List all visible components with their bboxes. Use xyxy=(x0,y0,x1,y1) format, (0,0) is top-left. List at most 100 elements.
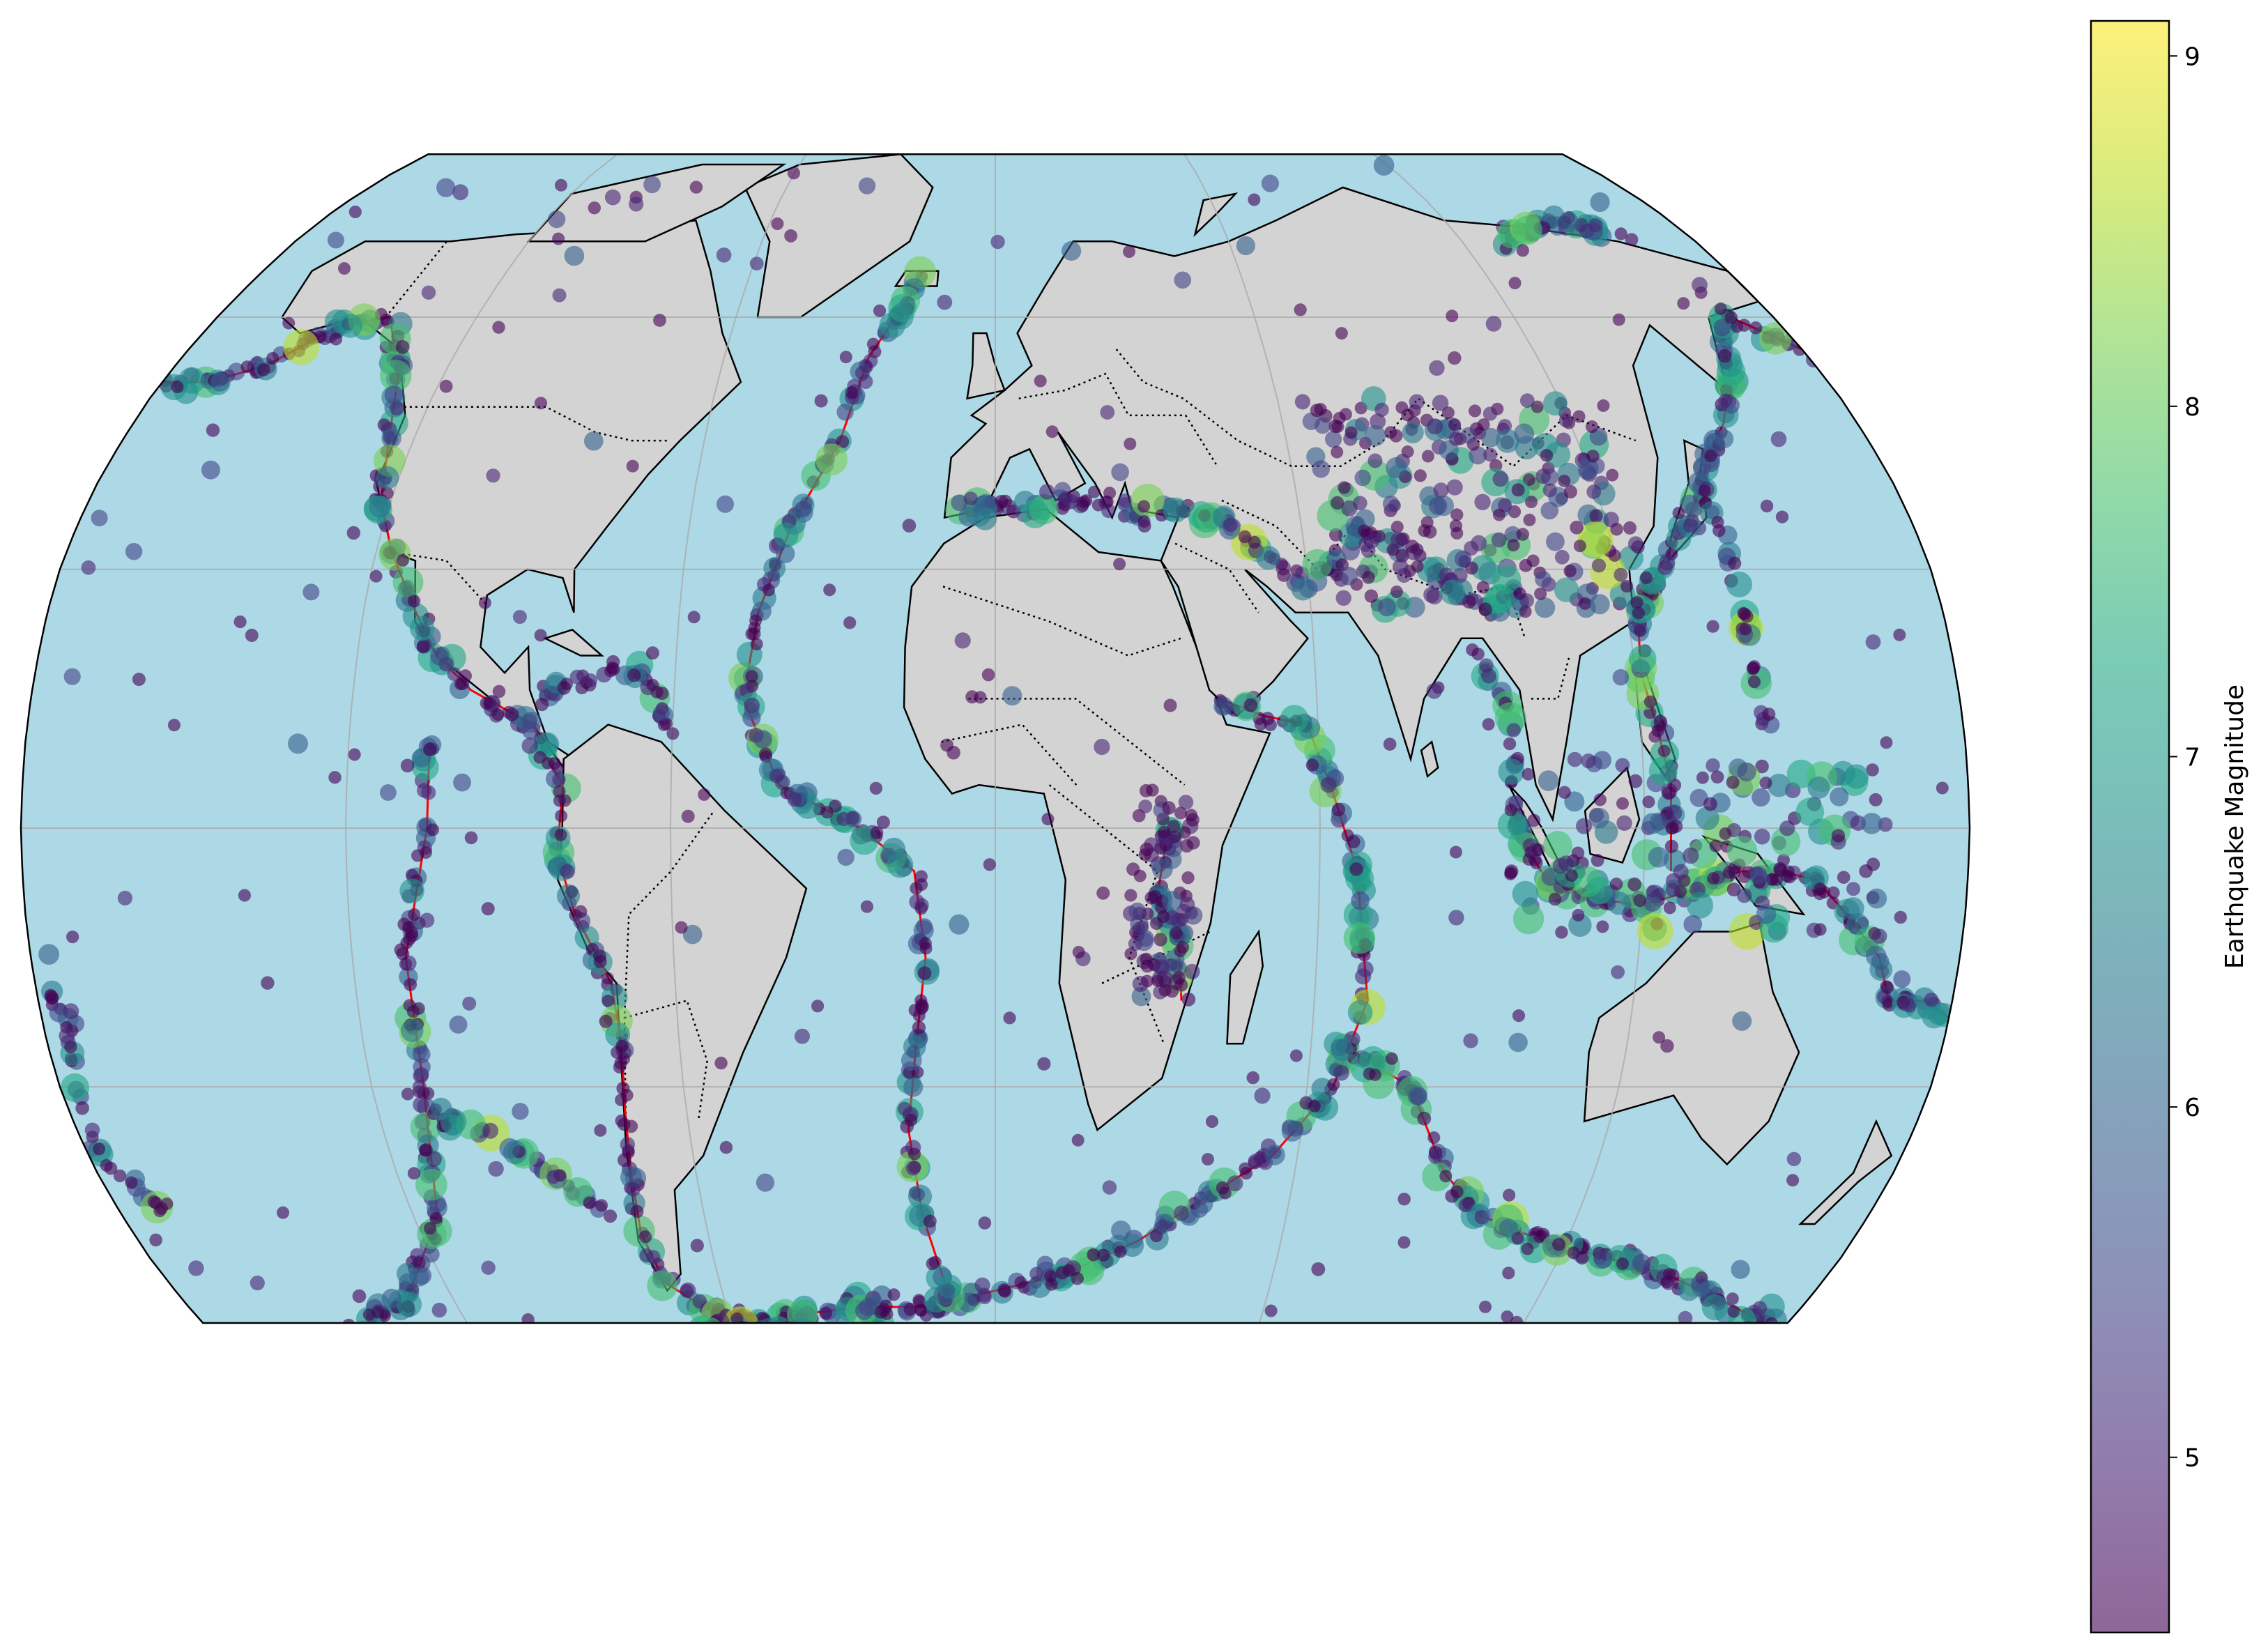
earthquake-point xyxy=(773,522,799,548)
new-zealand-land xyxy=(1798,1119,1893,1225)
earthquake-point xyxy=(620,1166,642,1188)
earthquake-point xyxy=(426,1151,442,1168)
earthquake-point xyxy=(1335,327,1348,340)
earthquake-point xyxy=(933,1285,955,1306)
earthquake-point xyxy=(1450,508,1464,521)
earthquake-point xyxy=(1014,1276,1027,1289)
colorbar-tick-label: 9 xyxy=(2184,43,2200,71)
earthquake-point xyxy=(771,217,784,230)
earthquake-point xyxy=(1572,908,1585,921)
earthquake-point xyxy=(1859,864,1873,878)
earthquake-point xyxy=(232,1338,247,1353)
earthquake-point xyxy=(499,1138,520,1159)
earthquake-point xyxy=(424,1222,437,1235)
earthquake-point xyxy=(1607,892,1631,915)
earthquake-point xyxy=(1770,827,1801,857)
earthquake-point xyxy=(1281,1120,1303,1142)
earthquake-point xyxy=(653,314,666,327)
earthquake-point xyxy=(680,1282,696,1299)
earthquake-point xyxy=(1533,1230,1547,1244)
earthquake-point xyxy=(1357,961,1374,977)
country-border xyxy=(1018,372,1218,467)
earthquake-point xyxy=(409,1267,429,1287)
earthquake-point xyxy=(717,495,734,513)
earthquake-point xyxy=(396,947,410,961)
earthquake-point xyxy=(1327,1078,1340,1091)
earthquake-point xyxy=(232,1349,247,1363)
earthquake-point xyxy=(369,496,391,518)
country-border xyxy=(623,810,715,1147)
earthquake-point xyxy=(1786,1174,1800,1187)
earthquake-point xyxy=(924,1214,937,1228)
earthquake-point xyxy=(1749,321,1763,335)
earthquake-point xyxy=(1593,751,1611,770)
earthquake-point xyxy=(1616,815,1632,832)
earthquake-point xyxy=(1614,567,1628,582)
earthquake-point xyxy=(505,708,519,721)
earthquake-point xyxy=(1558,413,1574,428)
earthquake-point xyxy=(916,918,933,935)
earthquake-point xyxy=(1347,1000,1373,1025)
earthquake-point xyxy=(1062,1264,1075,1277)
earthquake-point xyxy=(1454,550,1472,568)
earthquake-point xyxy=(1861,813,1883,834)
earthquake-point xyxy=(908,1004,922,1017)
earthquake-point xyxy=(1512,215,1542,245)
earthquake-point xyxy=(1140,974,1154,988)
earthquake-point xyxy=(1759,777,1772,790)
earthquake-point xyxy=(1201,1153,1214,1166)
earthquake-point xyxy=(400,1019,424,1042)
earthquake-point xyxy=(100,1158,113,1172)
earthquake-point xyxy=(1421,450,1434,463)
earthquake-point xyxy=(1469,446,1487,465)
earthquake-point xyxy=(1609,878,1623,891)
earthquake-point xyxy=(1770,431,1787,448)
earthquake-point xyxy=(1504,526,1522,543)
earthquake-point xyxy=(1573,540,1586,553)
earthquake-point xyxy=(754,1324,783,1353)
earthquake-point xyxy=(963,491,978,506)
sri-lanka-land xyxy=(1420,740,1439,779)
earthquake-point xyxy=(1760,499,1774,513)
country-border xyxy=(1531,655,1571,700)
earthquake-point xyxy=(376,466,399,489)
earthquake-point xyxy=(630,1204,644,1218)
earthquake-point xyxy=(402,921,415,934)
earthquake-point xyxy=(1374,402,1389,417)
earthquake-point xyxy=(1351,891,1370,910)
earthquake-point xyxy=(1367,453,1383,468)
earthquake-point xyxy=(326,1341,342,1356)
earthquake-point xyxy=(873,1305,888,1319)
earthquake-point xyxy=(1339,408,1352,421)
earthquake-point xyxy=(1581,753,1596,769)
earthquake-point xyxy=(574,905,588,919)
colorbar-tick-label: 7 xyxy=(2184,743,2200,772)
earthquake-point xyxy=(951,494,968,512)
earthquake-point xyxy=(675,921,688,934)
earthquake-point xyxy=(1471,648,1485,661)
earthquake-point xyxy=(1625,233,1639,247)
country-border xyxy=(624,999,708,1122)
earthquake-point xyxy=(1554,577,1579,602)
earthquake-point xyxy=(646,678,659,691)
earthquake-point xyxy=(1637,912,1673,949)
earthquake-point xyxy=(709,1333,722,1347)
earthquake-point xyxy=(342,1335,356,1349)
earthquake-point xyxy=(1713,524,1726,537)
earthquake-point xyxy=(552,288,567,303)
earthquake-point xyxy=(464,831,478,845)
earthquake-point xyxy=(261,1360,274,1372)
earthquake-point xyxy=(1502,1267,1515,1280)
earthquake-point xyxy=(1880,981,1894,995)
earthquake-point xyxy=(1522,852,1535,866)
earthquake-point xyxy=(1731,1260,1750,1279)
earthquake-point xyxy=(1795,797,1825,826)
earthquake-point xyxy=(1525,496,1538,508)
earthquake-point xyxy=(750,637,763,651)
earthquake-point xyxy=(1433,482,1449,498)
earthquake-point xyxy=(900,1119,914,1133)
earthquake-point xyxy=(845,386,859,399)
earthquake-point xyxy=(93,1142,106,1156)
earthquake-point xyxy=(326,1338,339,1352)
earthquake-point xyxy=(1390,532,1407,549)
